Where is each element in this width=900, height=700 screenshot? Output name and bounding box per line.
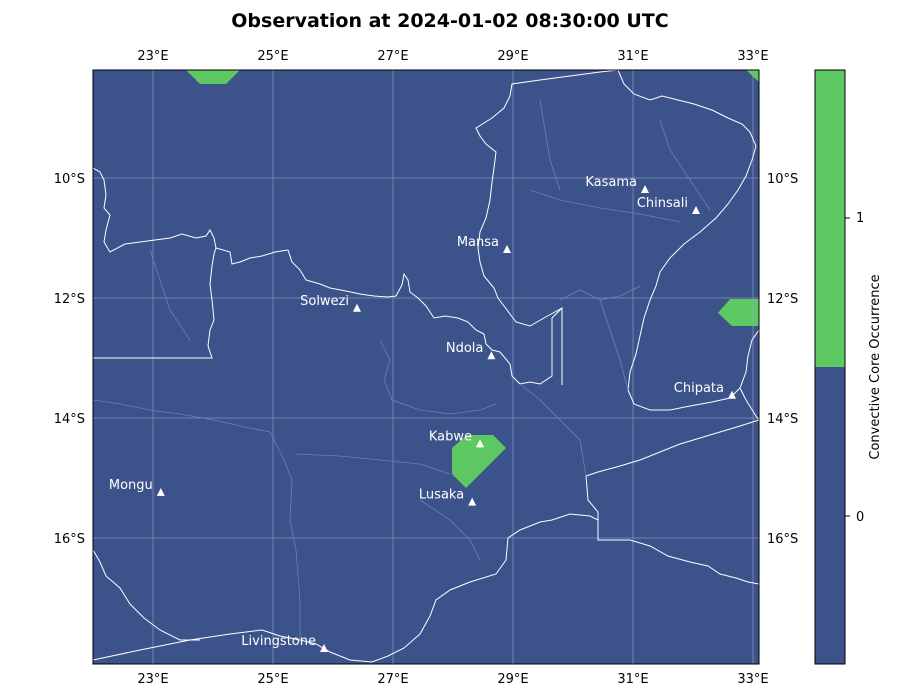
colorbar-segment-0 — [815, 367, 845, 664]
city-label: Solwezi — [300, 294, 349, 309]
lat-tick-left-label: 16°S — [54, 532, 85, 547]
city-lusaka: Lusaka — [419, 488, 477, 506]
city-kasama: Kasama — [585, 175, 649, 193]
city-marker-icon — [641, 185, 649, 193]
colorbar-tick-0: 0 — [856, 510, 864, 525]
city-marker-icon — [476, 439, 484, 448]
province-lines — [93, 99, 711, 640]
map-title: Observation at 2024-01-02 08:30:00 UTC — [231, 10, 669, 32]
gridlines — [93, 70, 759, 664]
lon-tick-top-label: 25°E — [257, 49, 288, 64]
border-zambia-zimbabwe — [261, 513, 599, 663]
city-label: Chinsali — [637, 196, 688, 211]
city-marker-icon — [320, 644, 328, 652]
city-label: Lusaka — [419, 488, 464, 503]
colorbar-frame — [814, 69, 846, 665]
city-chinsali: Chinsali — [637, 196, 700, 214]
city-mansa: Mansa — [457, 235, 511, 253]
lat-tick-left-label: 14°S — [54, 412, 85, 427]
colorbar: 1 0 Convective Core Occurrence — [814, 69, 883, 665]
border-east-edge — [739, 387, 759, 421]
border-malawi-mozambique — [585, 419, 759, 585]
border-drc-pedicle — [475, 70, 619, 327]
map-frame — [92, 69, 760, 665]
core-kabwe — [452, 435, 506, 488]
longitude-ticks-bottom: 23°E 25°E 27°E 29°E 31°E 33°E — [137, 672, 768, 687]
city-marker-icon — [487, 351, 496, 360]
longitude-ticks-top: 23°E 25°E 27°E 29°E 31°E 33°E — [137, 49, 768, 64]
border-zambia-drc — [93, 167, 563, 385]
border-zambia-tanzania — [617, 70, 759, 411]
city-kabwe: Kabwe — [429, 429, 484, 448]
city-label: Livingstone — [241, 634, 316, 649]
country-borders — [93, 70, 759, 663]
colorbar-tick-1: 1 — [856, 211, 864, 226]
lat-tick-right-label: 12°S — [767, 292, 798, 307]
lat-tick-right-label: 10°S — [767, 172, 798, 187]
colorbar-segment-1 — [815, 70, 845, 367]
lat-tick-left-label: 12°S — [54, 292, 85, 307]
city-marker-icon — [468, 497, 477, 506]
latitude-ticks-left: 10°S 12°S 14°S 16°S — [54, 172, 85, 547]
city-marker-icon — [503, 245, 511, 253]
colorbar-label: Convective Core Occurrence — [868, 274, 883, 459]
lon-tick-bottom-label: 29°E — [497, 672, 528, 687]
city-marker-icon — [692, 206, 700, 214]
lon-tick-bottom-label: 25°E — [257, 672, 288, 687]
lon-tick-bottom-label: 27°E — [377, 672, 408, 687]
lat-tick-left-label: 10°S — [54, 172, 85, 187]
city-marker-icon — [728, 390, 736, 399]
core-east — [718, 299, 759, 326]
city-label: Ndola — [446, 341, 484, 356]
lon-tick-bottom-label: 31°E — [617, 672, 648, 687]
border-southwest — [93, 549, 200, 641]
convective-cores — [186, 70, 759, 488]
latitude-ticks-right: 10°S 12°S 14°S 16°S — [767, 172, 798, 547]
lat-tick-right-label: 14°S — [767, 412, 798, 427]
lon-tick-bottom-label: 23°E — [137, 672, 168, 687]
lon-tick-top-label: 33°E — [737, 49, 768, 64]
city-label: Kasama — [585, 175, 637, 190]
city-solwezi: Solwezi — [300, 294, 361, 312]
border-zambia-angola — [93, 247, 217, 359]
city-marker-icon — [353, 303, 361, 312]
city-mongu: Mongu — [109, 478, 165, 496]
city-label: Kabwe — [429, 429, 472, 444]
lon-tick-top-label: 27°E — [377, 49, 408, 64]
lon-tick-top-label: 23°E — [137, 49, 168, 64]
map-background — [93, 70, 759, 664]
lon-tick-top-label: 29°E — [497, 49, 528, 64]
lon-tick-top-label: 31°E — [617, 49, 648, 64]
city-label: Mansa — [457, 235, 499, 250]
city-livingstone: Livingstone — [241, 634, 328, 652]
core-north-edge — [186, 70, 240, 84]
lat-tick-right-label: 16°S — [767, 532, 798, 547]
city-marker-icon — [156, 488, 165, 496]
city-chipata: Chipata — [674, 381, 736, 399]
city-ndola: Ndola — [446, 341, 496, 360]
lon-tick-bottom-label: 33°E — [737, 672, 768, 687]
city-label: Mongu — [109, 478, 153, 493]
core-ne-corner — [746, 70, 759, 82]
city-label: Chipata — [674, 381, 724, 396]
